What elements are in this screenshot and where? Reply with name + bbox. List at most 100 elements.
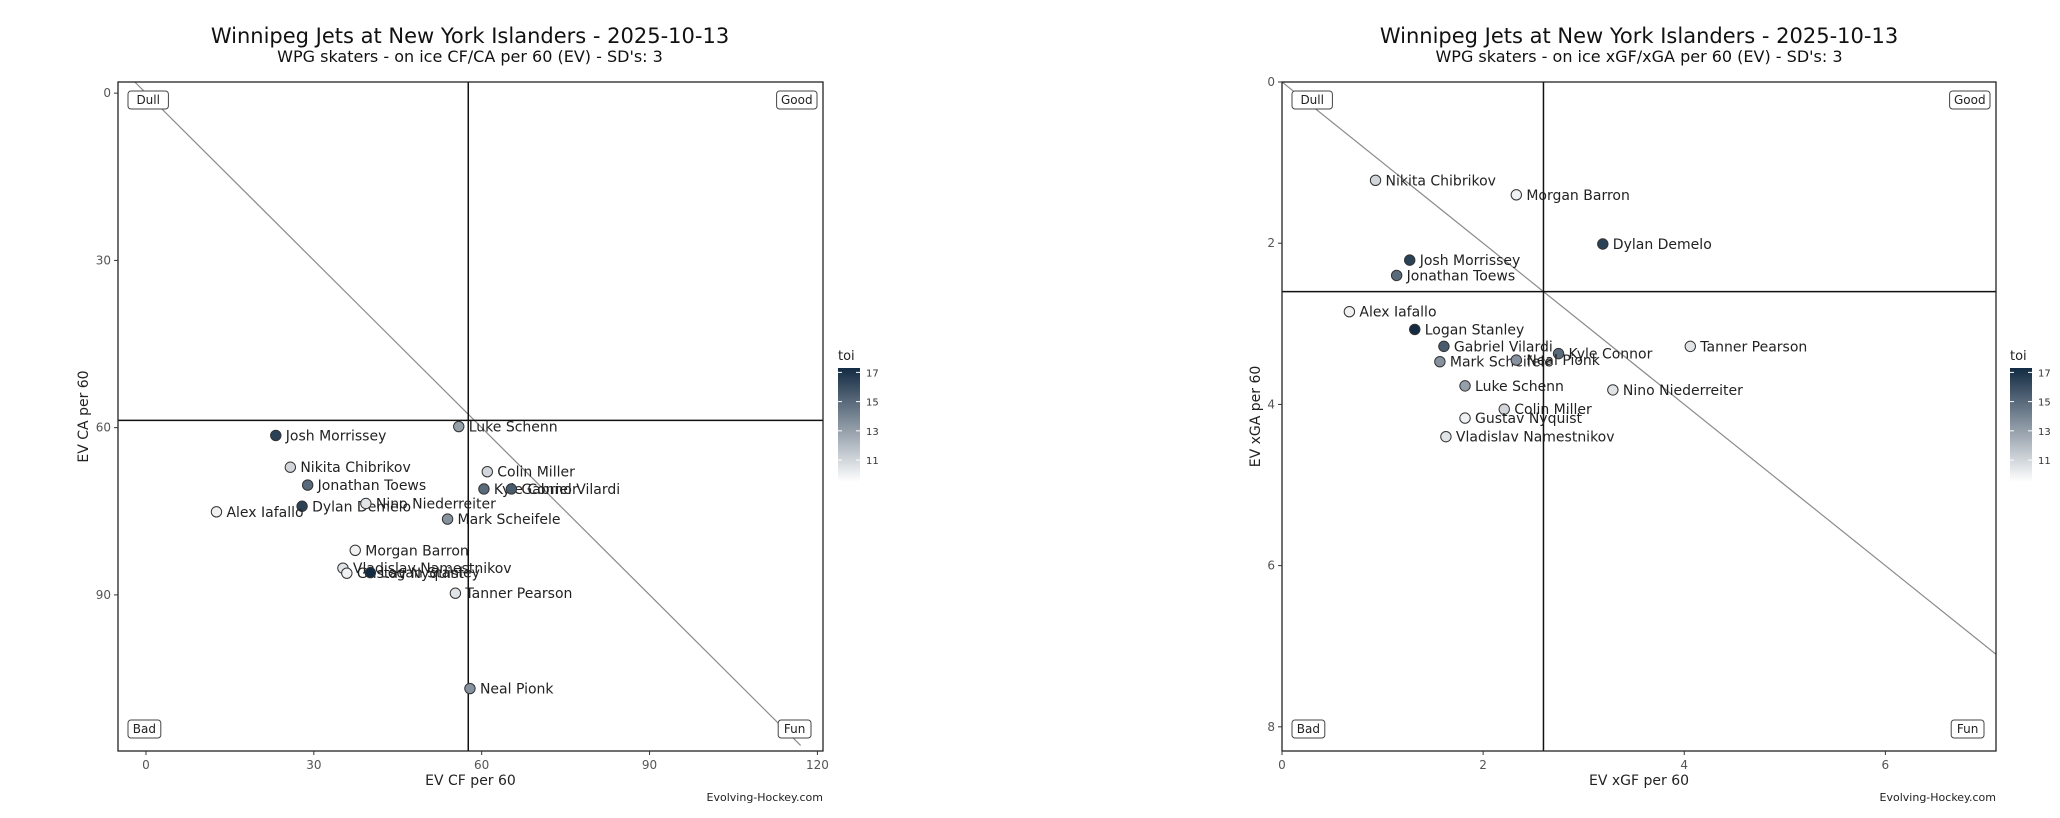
x-tick-label: 120 [806,758,829,772]
quadrant-label-fun-box [1950,719,1985,739]
point-label-tanner-pearson: Tanner Pearson [1699,339,1807,355]
point-label-kyle-connor: Kyle Connor [1569,347,1653,363]
point-label-luke-schenn: Luke Schenn [469,420,558,436]
point-label-josh-morrissey: Josh Morrissey [1419,253,1521,269]
x-axis-title: EV CF per 60 [425,773,516,789]
point-mark-scheifele [441,513,454,525]
point-label-nino-niederreiter: Nino Niederreiter [376,496,496,512]
source-credit: Evolving-Hockey.com [707,791,823,804]
point-label-mark-scheifele: Mark Scheifele [1450,355,1553,371]
quadrant-label-bad-box [127,719,162,739]
point-josh-morrissey [1404,254,1416,266]
point-jonathan-toews [1390,269,1403,282]
point-gustav-nyquist [341,567,353,579]
legend-tick-label: 17 [2038,368,2051,379]
x-tick-label: 4 [1680,758,1688,772]
point-dylan-demelo [296,500,308,512]
plot-border [1281,81,1997,752]
point-label-morgan-barron: Morgan Barron [1526,188,1630,204]
chart-title: Winnipeg Jets at New York Islanders - 20… [211,24,729,48]
quadrant-label-fun: Fun [1957,722,1978,736]
point-logan-stanley [364,566,377,579]
quadrant-label-good: Good [1954,93,1986,107]
legend-title: toi [2010,349,2027,364]
point-label-logan-stanley: Logan Stanley [380,566,480,582]
point-label-colin-miller: Colin Miller [497,465,575,481]
point-alex-iafallo [1343,306,1356,318]
legend-tick-label: 11 [2038,456,2051,467]
point-label-nikita-chibrikov: Nikita Chibrikov [300,460,410,476]
quadrant-label-good-box [776,90,818,110]
point-luke-schenn [453,420,465,433]
point-label-tanner-pearson: Tanner Pearson [464,586,572,602]
x-tick-label: 60 [474,758,489,772]
quadrant-label-bad: Bad [1297,722,1320,736]
point-nino-niederreiter [1607,384,1619,396]
point-tanner-pearson [1684,340,1696,353]
y-tick-label: 0 [1267,75,1275,89]
quadrant-label-good: Good [781,93,813,107]
point-luke-schenn [1459,380,1471,392]
xgf-xga-chart: Winnipeg Jets at New York Islanders - 20… [1248,24,2051,804]
point-label-neal-pionk: Neal Pionk [1526,353,1600,369]
point-logan-stanley [1409,323,1421,336]
point-nino-niederreiter [360,497,372,510]
point-alex-iafallo [210,506,223,518]
x-tick-label: 30 [306,758,321,772]
point-neal-pionk [1510,354,1523,366]
quadrant-label-dull: Dull [136,93,160,107]
point-morgan-barron [1510,189,1523,201]
y-tick-label: 8 [1267,720,1275,734]
point-label-logan-stanley: Logan Stanley [1425,322,1525,338]
point-label-josh-morrissey: Josh Morrissey [285,428,387,444]
y-tick-label: 90 [96,588,111,602]
quadrant-label-bad: Bad [133,722,156,736]
point-label-alex-iafallo: Alex Iafallo [226,505,303,521]
legend-tick-label: 13 [866,427,879,438]
x-tick-label: 0 [142,758,150,772]
point-label-nikita-chibrikov: Nikita Chibrikov [1386,173,1496,189]
quadrant-label-fun-box [777,719,812,739]
point-kyle-connor [1552,347,1565,360]
x-tick-label: 6 [1882,758,1890,772]
point-label-nino-niederreiter: Nino Niederreiter [1623,383,1743,399]
point-nikita-chibrikov [284,461,297,473]
point-gustav-nyquist [1459,412,1471,424]
point-label-dylan-demelo: Dylan Demelo [312,499,411,515]
chart-title: Winnipeg Jets at New York Islanders - 20… [1380,24,1898,48]
diagonal-line [1282,82,1996,655]
quadrant-label-dull-box [127,90,169,110]
y-tick-label: 4 [1267,397,1275,411]
point-label-dylan-demelo: Dylan Demelo [1613,237,1712,253]
point-gabriel-vilardi [1438,340,1450,353]
x-axis-title: EV xGF per 60 [1589,773,1689,789]
point-label-jonathan-toews: Jonathan Toews [317,478,427,494]
cf-ca-chart: Winnipeg Jets at New York Islanders - 20… [76,24,879,804]
point-dylan-demelo [1597,238,1609,250]
legend-tick-label: 17 [866,368,879,379]
point-label-alex-iafallo: Alex Iafallo [1359,305,1436,321]
point-jonathan-toews [301,479,314,491]
x-tick-label: 2 [1479,758,1487,772]
y-tick-label: 6 [1267,559,1275,573]
legend-title: toi [838,349,855,364]
point-nikita-chibrikov [1369,174,1382,187]
point-neal-pionk [464,682,476,695]
legend-colorbar [2010,368,2032,482]
point-label-mark-scheifele: Mark Scheifele [458,512,561,528]
source-credit: Evolving-Hockey.com [1880,791,1996,804]
point-morgan-barron [349,544,361,556]
x-tick-label: 90 [642,758,657,772]
chart-subtitle: WPG skaters - on ice xGF/xGA per 60 (EV)… [1435,47,1842,66]
y-tick-label: 60 [96,421,111,435]
y-tick-label: 30 [96,253,111,267]
legend-tick-label: 13 [2038,427,2051,438]
point-colin-miller [1498,403,1510,415]
point-label-neal-pionk: Neal Pionk [480,682,554,698]
point-label-jonathan-toews: Jonathan Toews [1406,268,1516,284]
x-tick-label: 0 [1278,758,1286,772]
quadrant-label-bad-box [1291,719,1326,739]
legend-tick-label: 11 [866,456,879,467]
point-label-gustav-nyquist: Gustav Nyquist [1475,411,1583,427]
